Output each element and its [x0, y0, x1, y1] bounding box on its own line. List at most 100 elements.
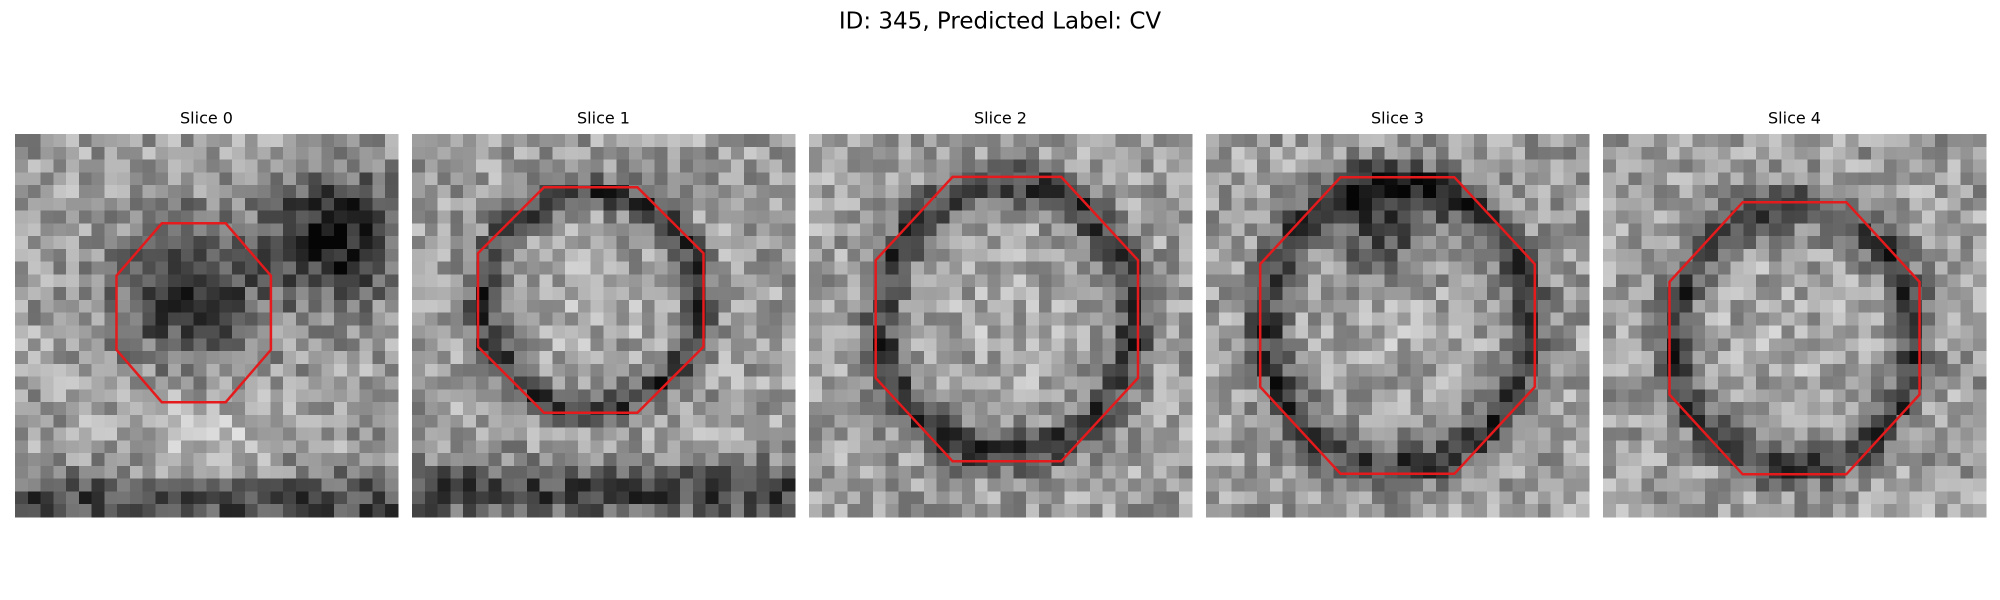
pixel: [334, 223, 348, 237]
pixel: [1179, 376, 1193, 390]
pixel: [1051, 351, 1065, 365]
pixel: [1654, 363, 1668, 378]
pixel: [1512, 287, 1526, 301]
pixel: [359, 299, 374, 314]
pixel: [936, 414, 951, 429]
pixel: [1768, 402, 1783, 416]
pixel: [1244, 159, 1258, 173]
pixel: [1960, 351, 1974, 365]
pixel: [372, 504, 386, 518]
pixel: [1359, 312, 1373, 327]
pixel: [552, 146, 566, 161]
pixel: [270, 299, 284, 314]
pixel: [1128, 274, 1142, 288]
pixel: [923, 287, 938, 301]
pixel: [463, 402, 477, 416]
pixel: [1768, 491, 1783, 505]
pixel: [692, 223, 707, 237]
pixel: [372, 248, 386, 263]
pixel: [629, 274, 643, 288]
pixel: [1295, 312, 1309, 327]
pixel: [911, 248, 925, 263]
pixel: [1832, 491, 1847, 505]
pixel: [40, 427, 54, 441]
pixel: [424, 453, 439, 467]
pixel: [1077, 351, 1091, 365]
pixel: [577, 325, 592, 339]
pixel: [78, 312, 93, 327]
pixel: [372, 299, 386, 314]
pixel: [346, 440, 361, 454]
pixel: [1576, 325, 1590, 339]
pixel: [1832, 146, 1847, 161]
pixel: [1128, 491, 1142, 505]
pixel: [847, 325, 861, 339]
pixel: [1563, 376, 1577, 390]
pixel: [1064, 274, 1078, 288]
pixel: [1371, 172, 1386, 186]
pixel: [705, 236, 719, 250]
pixel: [654, 312, 668, 327]
pixel: [142, 465, 157, 480]
pixel: [654, 351, 668, 365]
pixel: [424, 440, 439, 454]
pixel: [1153, 427, 1168, 441]
pixel: [295, 223, 310, 237]
pixel: [1628, 427, 1642, 441]
pixel: [1308, 389, 1322, 403]
pixel: [270, 134, 284, 148]
pixel: [1768, 287, 1783, 301]
pixel: [1909, 172, 1923, 186]
pixel: [1499, 351, 1513, 365]
pixel: [923, 159, 938, 173]
pixel: [104, 440, 118, 454]
pixel: [962, 299, 976, 314]
pixel: [898, 440, 912, 454]
pixel: [1730, 172, 1745, 186]
pixel: [1666, 223, 1681, 237]
pixel: [949, 325, 963, 339]
pixel: [1153, 402, 1168, 416]
pixel: [1308, 159, 1322, 173]
pixel: [1206, 197, 1220, 212]
pixel: [1231, 478, 1245, 493]
pixel: [526, 338, 541, 352]
pixel: [321, 312, 335, 327]
pixel: [180, 274, 195, 288]
pixel: [1218, 223, 1233, 237]
pixel: [1089, 248, 1104, 263]
pixel: [1282, 363, 1296, 378]
pixel: [1461, 402, 1475, 416]
pixel: [1947, 287, 1962, 301]
pixel: [590, 236, 605, 250]
pixel: [1371, 146, 1386, 161]
pixel: [1603, 274, 1617, 288]
pixel: [1756, 338, 1770, 352]
pixel: [1435, 351, 1450, 365]
pixel: [270, 248, 284, 263]
pixel: [962, 261, 976, 276]
pixel: [987, 363, 1002, 378]
pixel: [1102, 210, 1116, 224]
pixel: [667, 376, 681, 390]
pixel: [667, 210, 681, 224]
pixel: [1794, 427, 1808, 441]
pixel: [1947, 185, 1962, 199]
pixel: [1320, 146, 1335, 161]
pixel: [1397, 299, 1411, 314]
pixel: [78, 363, 93, 378]
pixel: [129, 453, 144, 467]
pixel: [590, 159, 605, 173]
pixel: [1231, 261, 1245, 276]
pixel: [450, 491, 464, 505]
pixel: [1717, 338, 1732, 352]
pixel: [1615, 325, 1630, 339]
pixel: [1102, 453, 1116, 467]
pixel: [1499, 402, 1513, 416]
pixel: [1000, 351, 1014, 365]
pixel: [1410, 210, 1424, 224]
pixel: [629, 312, 643, 327]
pixel: [91, 287, 105, 301]
pixel: [756, 299, 771, 314]
pixel: [539, 197, 554, 212]
